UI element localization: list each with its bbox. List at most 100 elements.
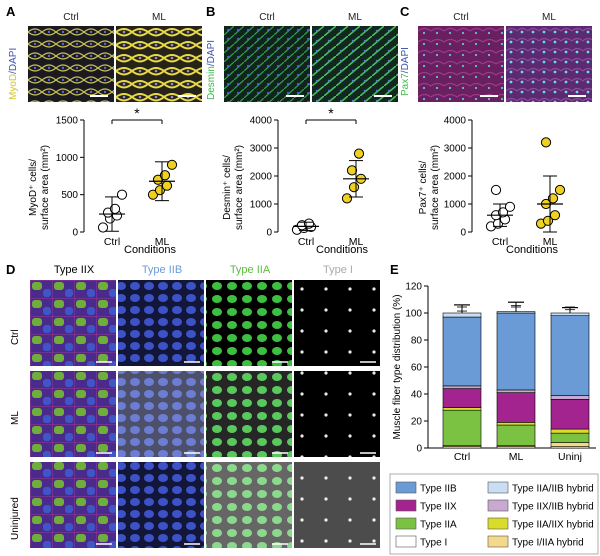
bar-segment: [496, 422, 536, 426]
y-tick-label: 1000: [444, 200, 467, 211]
legend-swatch: [395, 499, 417, 512]
a-ml-micrograph: [116, 26, 202, 102]
e-legend: Type IIB Type IIA/IIB hybrid Type IIX Type …: [389, 473, 599, 555]
d-row-label-ctrl: Ctrl: [10, 329, 21, 345]
data-point: [353, 148, 365, 159]
y-tick-label: 40: [411, 390, 423, 401]
legend-swatch: [487, 481, 509, 494]
bar-segment: [442, 385, 482, 389]
a-stain-label: MyoD/DAPI: [8, 47, 19, 100]
legend-swatch: [395, 481, 417, 494]
y-tick-label: 3000: [444, 144, 467, 155]
legend-swatch: [395, 535, 417, 548]
d-row-uninjured: [30, 462, 380, 548]
data-point: [504, 201, 516, 212]
d-micrograph-grid: [30, 280, 380, 548]
data-point: [549, 210, 561, 221]
bar-segment: [442, 407, 482, 411]
y-tick-label: 1000: [56, 153, 79, 164]
c-ylabel: Pax7⁺ cells/surface area (mm²): [418, 144, 441, 230]
data-point: [540, 137, 552, 148]
x-tick-label: Ctrl: [492, 236, 508, 248]
scatter-plots: 0 500 1000 1500 Ctrl ML * 0 1000 2000 3000 4000 Ctr…: [56, 105, 566, 248]
legend-label: Type I: [420, 538, 447, 549]
legend-label: Type IIB: [420, 484, 457, 495]
bar-segment: [442, 388, 482, 408]
x-tick-label: Ctrl: [454, 451, 470, 463]
y-axis-label: Muscle fiber type distribution (%): [392, 294, 403, 439]
panel-label-e: E: [390, 262, 399, 277]
y-tick-label: 3000: [250, 144, 273, 155]
bar-segment: [442, 316, 482, 387]
bar-segment: [496, 312, 536, 391]
x-tick-label: Uninj: [558, 451, 582, 463]
significance-star: *: [328, 105, 334, 121]
legend-swatch: [395, 517, 417, 530]
x-tick-label: ML: [349, 236, 364, 248]
c-ml-micrograph: [506, 26, 592, 102]
d-col-header-i: Type I: [323, 264, 353, 276]
panel-label-a: A: [6, 4, 16, 19]
y-tick-label: 1500: [56, 116, 79, 127]
x-tick-label: Ctrl: [298, 236, 314, 248]
a-ylabel: MyoD⁺ cells/surface area (mm²): [28, 144, 51, 230]
bar-segment: [550, 315, 590, 396]
a-ctrl-header: Ctrl: [63, 12, 79, 23]
data-point: [341, 193, 353, 204]
bar-segment: [442, 409, 482, 446]
y-tick-label: 500: [61, 190, 78, 201]
x-tick-label: Ctrl: [104, 236, 120, 248]
legend-label: Type I/IIA hybrid: [512, 538, 584, 549]
plot-c: 0 1000 2000 3000 4000 Ctrl ML: [444, 116, 566, 248]
data-point: [490, 184, 502, 196]
panel-label-b: B: [206, 4, 216, 19]
y-tick-label: 0: [266, 228, 272, 239]
legend-label: Type IIX: [420, 502, 457, 513]
b-ylabel: Desmin⁺ cells/surface area (mm²): [222, 144, 245, 230]
bar-segment: [496, 424, 536, 446]
data-point: [97, 222, 109, 233]
c-stain-label: Pax7/DAPI: [400, 47, 411, 96]
c-ctrl-header: Ctrl: [453, 12, 469, 23]
bar-segment: [496, 389, 536, 393]
panel-label-c: C: [400, 4, 410, 19]
data-point: [348, 182, 360, 193]
y-tick-label: 0: [416, 444, 422, 455]
y-tick-label: 20: [411, 417, 423, 428]
y-tick-label: 120: [405, 282, 422, 293]
c-ml-header: ML: [542, 12, 556, 23]
y-tick-label: 0: [460, 228, 466, 239]
x-tick-label: ML: [155, 236, 170, 248]
data-point: [159, 170, 171, 181]
d-col-header-iib: Type IIB: [141, 264, 183, 276]
legend-swatch: [487, 499, 509, 512]
b-stain-label: Desmin/DAPI: [206, 39, 217, 100]
y-tick-label: 1000: [250, 200, 273, 211]
a-ml-header: ML: [152, 12, 166, 23]
d-col-header-iia: Type IIA: [229, 264, 271, 276]
data-point: [161, 180, 173, 191]
data-point: [346, 165, 358, 176]
legend-label: Type IIA/IIB hybrid: [512, 484, 594, 495]
legend-swatch: [487, 517, 509, 530]
b-xlabel: Conditions: [316, 244, 368, 256]
y-tick-label: 4000: [250, 116, 273, 127]
significance-star: *: [134, 105, 140, 121]
data-point: [109, 203, 121, 214]
plot-b: 0 1000 2000 3000 4000 Ctrl ML *: [250, 105, 369, 248]
c-ctrl-micrograph: [418, 26, 504, 102]
legend-swatch: [487, 535, 509, 548]
bar-segment: [550, 442, 590, 447]
a-ctrl-micrograph: [28, 26, 114, 102]
y-tick-label: 2000: [250, 172, 273, 183]
legend-label: Type IIX/IIB hybrid: [512, 502, 594, 513]
data-point: [166, 159, 178, 170]
bar-segment: [442, 312, 482, 318]
y-tick-label: 100: [405, 309, 422, 320]
bar-segment: [496, 392, 536, 423]
data-point: [116, 189, 128, 200]
d-col-header-iix: Type IIX: [53, 264, 95, 276]
y-tick-label: 60: [411, 363, 423, 374]
